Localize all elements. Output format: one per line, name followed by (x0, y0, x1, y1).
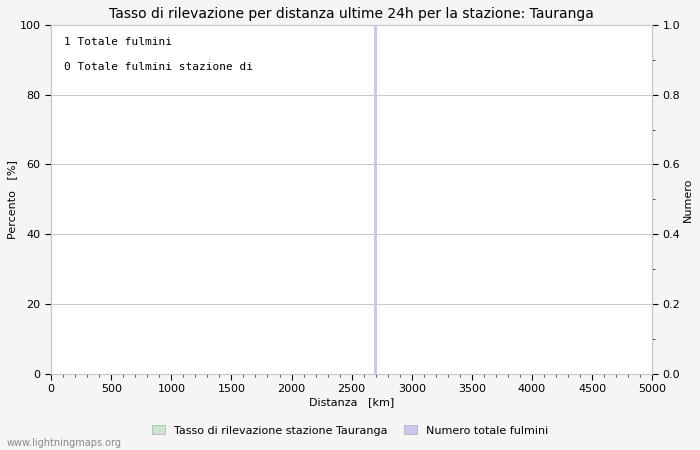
Bar (374, 25, 377, 374)
Title: Tasso di rilevazione per distanza ultime 24h per la stazione: Tauranga: Tasso di rilevazione per distanza ultime… (109, 7, 594, 21)
X-axis label: Distanza   [km]: Distanza [km] (309, 397, 394, 407)
Y-axis label: Numero: Numero (683, 177, 693, 221)
Legend: Tasso di rilevazione stazione Tauranga, Numero totale fulmini: Tasso di rilevazione stazione Tauranga, … (147, 421, 553, 440)
Text: 1 Totale fulmini: 1 Totale fulmini (64, 37, 172, 47)
Y-axis label: Percento   [%]: Percento [%] (7, 160, 17, 239)
Text: www.lightningmaps.org: www.lightningmaps.org (7, 438, 122, 448)
Text: 0 Totale fulmini stazione di: 0 Totale fulmini stazione di (64, 62, 253, 72)
